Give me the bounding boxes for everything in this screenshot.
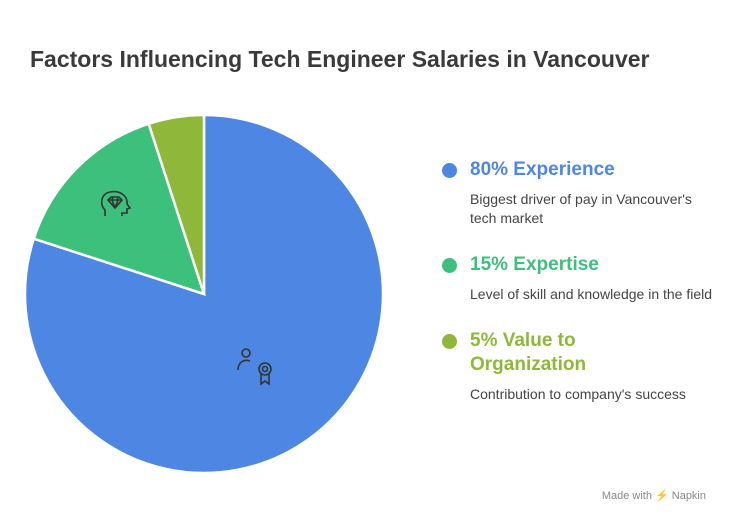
legend-description: Biggest driver of pay in Vancouver's tec… — [470, 191, 692, 226]
head-diamond-icon — [100, 190, 132, 216]
legend-item-experience: 80% Experience Biggest driver of pay in … — [442, 158, 722, 228]
legend-dot — [442, 334, 457, 349]
legend-label: 15% Expertise — [470, 254, 599, 275]
legend-description: Contribution to company's success — [470, 386, 686, 402]
footer-watermark: Made with ⚡ Napkin — [601, 490, 706, 502]
legend-item-expertise: 15% Expertise Level of skill and knowled… — [442, 253, 722, 304]
legend-label: 5% Value to Organization — [470, 330, 587, 375]
legend-item-value: 5% Value to Organization Contribution to… — [442, 329, 722, 404]
legend: 80% Experience Biggest driver of pay in … — [442, 158, 722, 404]
person-award-icon — [237, 348, 272, 386]
legend-dot — [442, 258, 457, 273]
legend-dot — [442, 163, 457, 178]
legend-label: 80% Experience — [470, 159, 615, 180]
legend-description: Level of skill and knowledge in the fiel… — [470, 286, 713, 302]
chart-title: Factors Influencing Tech Engineer Salari… — [30, 46, 650, 72]
pie-slice-2 — [147, 113, 206, 295]
pie-slice-0 — [23, 113, 385, 475]
